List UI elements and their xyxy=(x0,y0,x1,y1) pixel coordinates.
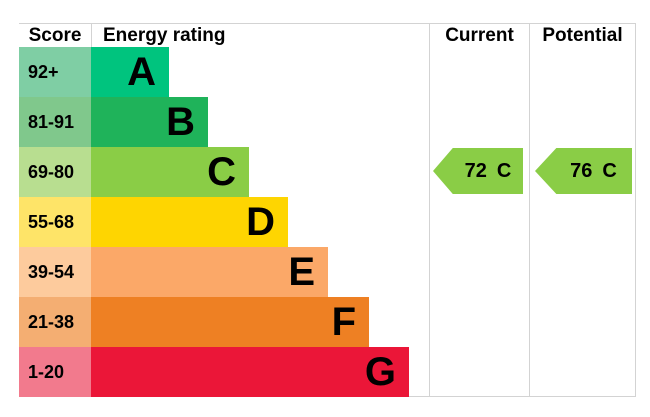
band-row-d: 55-68 D xyxy=(19,197,635,247)
score-range-cell: 55-68 xyxy=(19,197,91,247)
rating-bar-g: G xyxy=(91,347,409,397)
score-range-cell: 21-38 xyxy=(19,297,91,347)
rating-bands: 92+ A 81-91 B 69-80 C 55-68 D 39-54 E 21… xyxy=(19,47,635,397)
score-range-cell: 69-80 xyxy=(19,147,91,197)
current-column-divider xyxy=(429,23,430,397)
rating-letter: C xyxy=(207,150,236,194)
rating-bar-f: F xyxy=(91,297,369,347)
score-header: Score xyxy=(28,25,82,46)
band-row-g: 1-20 G xyxy=(19,347,635,397)
potential-rating-arrow: 76 C xyxy=(535,148,632,194)
potential-score-value: 76 xyxy=(570,159,593,182)
rating-letter: F xyxy=(331,300,356,344)
rating-bar-d: D xyxy=(91,197,288,247)
band-row-f: 21-38 F xyxy=(19,297,635,347)
current-band-letter: C xyxy=(496,159,512,182)
energy-rating-header: Energy rating xyxy=(103,25,226,46)
current-rating-arrow: 72 C xyxy=(433,148,523,194)
potential-band-letter: C xyxy=(602,159,617,182)
score-range-cell: 81-91 xyxy=(19,97,91,147)
current-score-value: 72 xyxy=(464,159,487,182)
potential-column-divider xyxy=(529,23,530,397)
band-row-e: 39-54 E xyxy=(19,247,635,297)
band-row-a: 92+ A xyxy=(19,47,635,97)
rating-bar-a: A xyxy=(91,47,169,97)
rating-letter: B xyxy=(166,100,195,144)
table-right-border xyxy=(635,23,636,397)
rating-bar-b: B xyxy=(91,97,208,147)
rating-letter: D xyxy=(246,200,275,244)
potential-header: Potential xyxy=(542,25,623,46)
rating-letter: G xyxy=(364,350,396,394)
score-range-cell: 39-54 xyxy=(19,247,91,297)
rating-bar-c: C xyxy=(91,147,249,197)
rating-bar-e: E xyxy=(91,247,328,297)
score-range-cell: 92+ xyxy=(19,47,91,97)
score-range-cell: 1-20 xyxy=(19,347,91,397)
score-header-divider xyxy=(91,23,92,47)
band-row-b: 81-91 B xyxy=(19,97,635,147)
rating-letter: E xyxy=(288,250,315,294)
rating-letter: A xyxy=(127,50,156,94)
table-top-border xyxy=(19,23,636,24)
current-header: Current xyxy=(445,25,514,46)
band-row-c: 69-80 C xyxy=(19,147,635,197)
